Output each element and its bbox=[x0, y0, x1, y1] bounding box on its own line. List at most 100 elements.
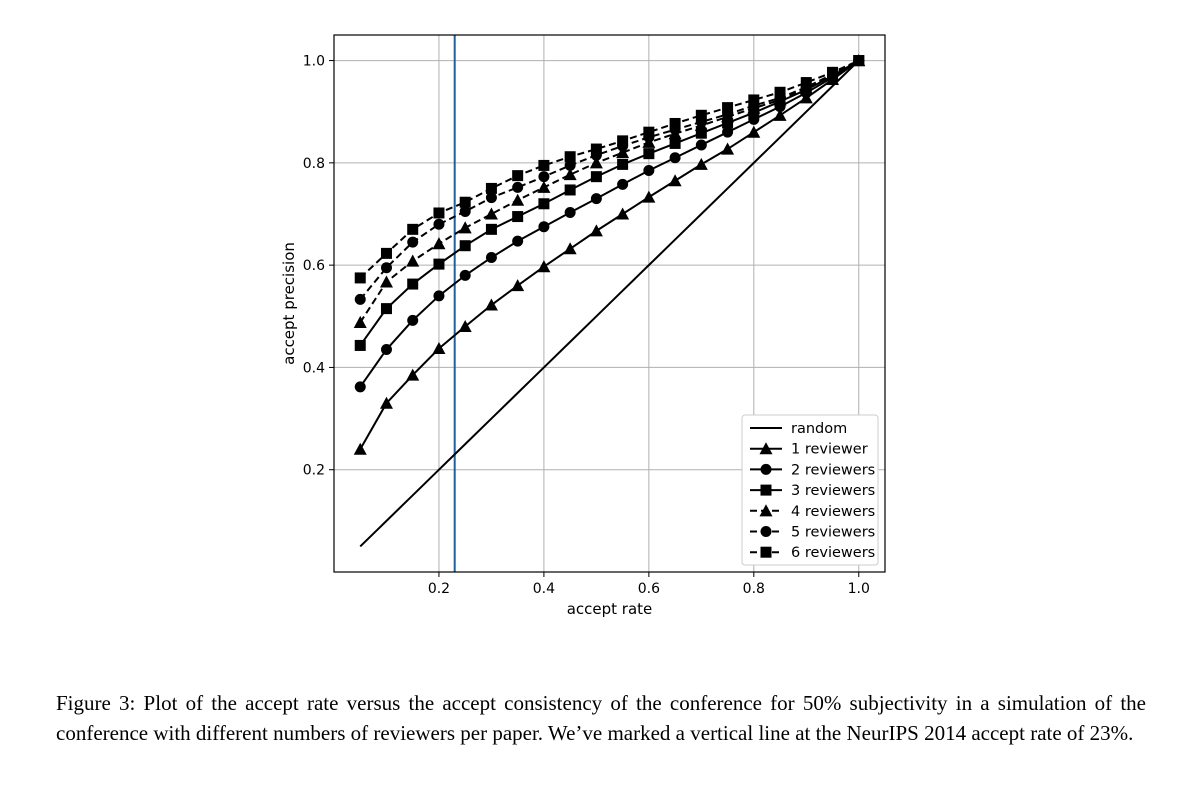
y-tick-label: 0.6 bbox=[303, 258, 325, 274]
data-point bbox=[590, 143, 602, 155]
data-point bbox=[407, 314, 419, 326]
legend-label: 3 reviewers bbox=[791, 483, 875, 499]
data-point bbox=[512, 181, 524, 193]
legend-label: 6 reviewers bbox=[791, 545, 875, 561]
legend-marker bbox=[759, 442, 773, 455]
y-tick-label: 1.0 bbox=[303, 54, 325, 70]
data-point bbox=[747, 125, 761, 138]
data-point bbox=[432, 342, 446, 355]
data-point bbox=[695, 127, 707, 139]
data-point bbox=[853, 55, 865, 67]
legend-label: 2 reviewers bbox=[791, 462, 875, 478]
data-point bbox=[433, 218, 445, 230]
data-point bbox=[433, 207, 445, 219]
data-point bbox=[538, 221, 550, 233]
data-point bbox=[485, 192, 497, 204]
x-tick-label: 0.2 bbox=[428, 581, 450, 597]
legend-marker bbox=[760, 463, 772, 475]
data-point bbox=[642, 190, 656, 203]
y-tick-label: 0.8 bbox=[303, 156, 325, 172]
data-point bbox=[538, 171, 550, 183]
x-tick-label: 0.6 bbox=[638, 581, 660, 597]
series-7 bbox=[354, 55, 865, 284]
data-point bbox=[459, 269, 471, 281]
data-point bbox=[406, 254, 420, 267]
data-point bbox=[433, 290, 445, 302]
data-point bbox=[380, 247, 392, 259]
data-point bbox=[721, 142, 735, 155]
data-point bbox=[694, 157, 708, 170]
data-point bbox=[484, 298, 498, 311]
data-point bbox=[827, 66, 839, 78]
data-point bbox=[354, 293, 366, 305]
data-point bbox=[380, 262, 392, 274]
data-point bbox=[616, 207, 630, 220]
data-point bbox=[800, 77, 812, 89]
legend-marker bbox=[760, 484, 772, 496]
data-point bbox=[643, 148, 655, 160]
data-point bbox=[484, 207, 498, 220]
data-point bbox=[617, 158, 629, 170]
data-point bbox=[354, 339, 366, 351]
data-point bbox=[564, 184, 576, 196]
data-point bbox=[537, 260, 551, 273]
data-point bbox=[432, 237, 446, 250]
data-point bbox=[380, 344, 392, 356]
legend-marker bbox=[760, 546, 772, 558]
data-point bbox=[563, 242, 577, 255]
series-line bbox=[359, 59, 860, 323]
data-point bbox=[590, 193, 602, 205]
data-point bbox=[590, 171, 602, 183]
data-point bbox=[485, 182, 497, 194]
data-point bbox=[669, 137, 681, 149]
data-point bbox=[722, 102, 734, 114]
data-point bbox=[379, 275, 393, 288]
legend-item: 5 reviewers bbox=[750, 525, 875, 541]
series-1 bbox=[359, 59, 860, 548]
legend-marker bbox=[760, 526, 772, 537]
data-point bbox=[669, 117, 681, 129]
data-point bbox=[589, 156, 603, 169]
legend-label: 4 reviewers bbox=[791, 504, 875, 520]
data-point bbox=[695, 109, 707, 121]
data-point bbox=[643, 165, 655, 177]
series-3 bbox=[354, 55, 865, 393]
data-point bbox=[380, 303, 392, 315]
data-point bbox=[538, 198, 550, 210]
y-tick-label: 0.4 bbox=[303, 360, 325, 376]
data-point bbox=[695, 139, 707, 151]
data-point bbox=[564, 159, 576, 171]
data-point bbox=[564, 151, 576, 163]
data-point bbox=[511, 279, 525, 292]
data-point bbox=[564, 206, 576, 218]
data-point bbox=[433, 258, 445, 270]
data-point bbox=[616, 146, 630, 159]
legend-label: random bbox=[791, 421, 847, 437]
data-point bbox=[458, 320, 472, 333]
data-point bbox=[512, 211, 524, 223]
data-point bbox=[511, 193, 525, 206]
data-point bbox=[406, 368, 420, 381]
data-point bbox=[458, 221, 472, 234]
x-tick-label: 0.8 bbox=[743, 581, 765, 597]
data-point bbox=[354, 381, 366, 393]
data-point bbox=[353, 315, 367, 328]
legend-marker bbox=[759, 504, 773, 517]
data-point bbox=[485, 251, 497, 263]
x-tick-label: 1.0 bbox=[848, 581, 870, 597]
data-point bbox=[379, 396, 393, 409]
legend-item: 6 reviewers bbox=[750, 545, 875, 561]
series-4 bbox=[354, 55, 865, 351]
legend-item: 3 reviewers bbox=[750, 483, 875, 499]
data-point bbox=[617, 135, 629, 147]
data-point bbox=[538, 159, 550, 171]
x-axis-label: accept rate bbox=[567, 600, 653, 618]
legend-item: 2 reviewers bbox=[750, 462, 875, 478]
figure-caption: Figure 3: Plot of the accept rate versus… bbox=[56, 691, 1146, 745]
data-point bbox=[537, 180, 551, 193]
data-point bbox=[643, 126, 655, 138]
y-tick-label: 0.2 bbox=[303, 463, 325, 479]
data-point bbox=[722, 126, 734, 138]
legend-item: 1 reviewer bbox=[750, 442, 868, 458]
legend-item: 4 reviewers bbox=[750, 504, 875, 520]
